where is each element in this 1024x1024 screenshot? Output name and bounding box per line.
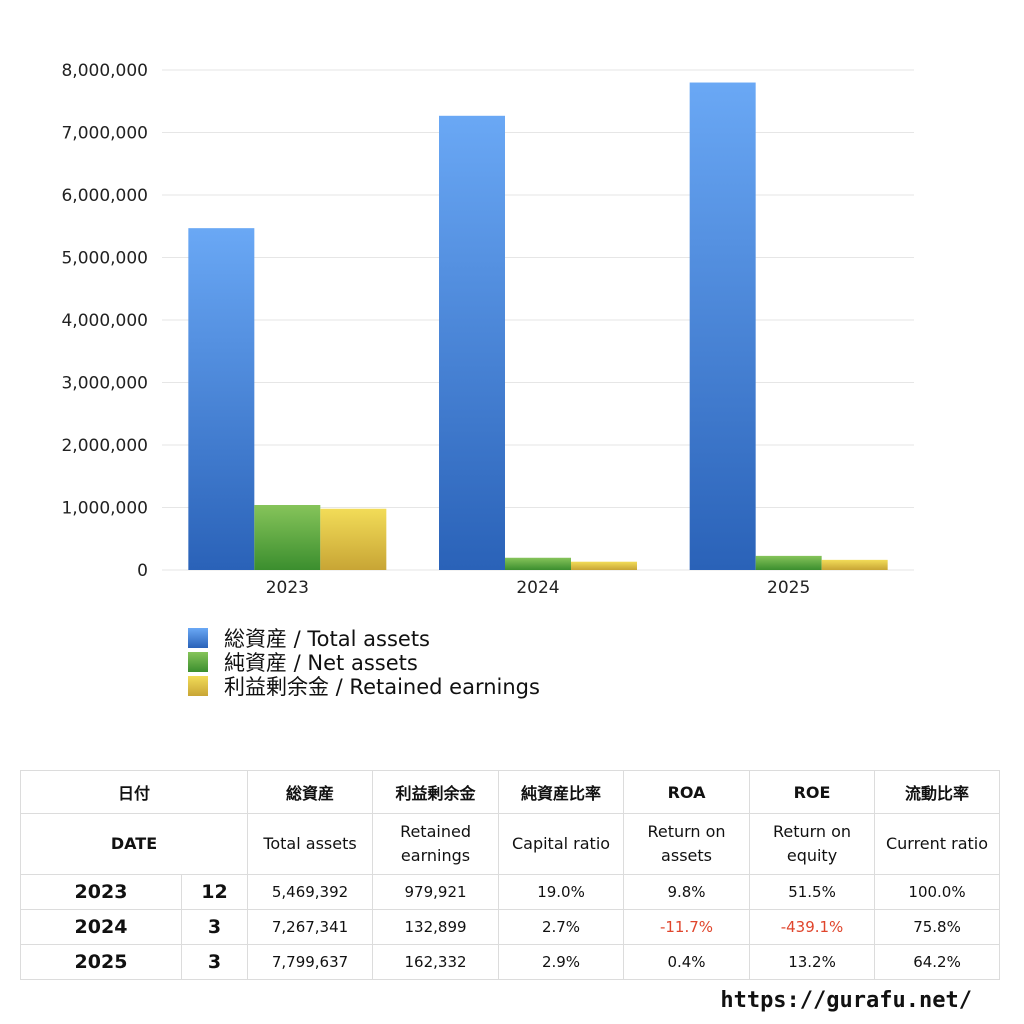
- legend-item-net-assets: 純資産 / Net assets: [188, 650, 540, 675]
- header-line: Return on: [647, 822, 726, 841]
- table-row: 2025 3 7,799,637 162,332 2.9% 0.4% 13.2%…: [20, 944, 1001, 980]
- cell-capital-ratio: 2.7%: [498, 909, 625, 945]
- bar-total-assets: [188, 228, 255, 570]
- cell-retained: 132,899: [372, 909, 500, 945]
- header-date-en: DATE: [19, 813, 249, 875]
- header-current-ratio-en: Current ratio: [874, 813, 1001, 875]
- cell-total-assets: 7,267,341: [247, 909, 374, 945]
- header-total-assets-jp: 総資産: [247, 770, 374, 814]
- header-line: assets: [661, 846, 712, 865]
- y-tick-label: 6,000,000: [61, 186, 148, 206]
- header-retained-jp: 利益剰余金: [372, 770, 500, 814]
- header-line: earnings: [400, 846, 471, 865]
- bar-net-assets: [755, 555, 822, 570]
- financial-table: 日付 総資産 利益剰余金 純資産比率 ROA ROE 流動比率 DATE Tot…: [19, 770, 1001, 980]
- cell-roa: 9.8%: [623, 874, 751, 910]
- header-roe: ROE: [749, 770, 876, 814]
- y-tick-label: 1,000,000: [61, 499, 148, 519]
- header-row-english: DATE Total assets Retained earnings Capit…: [19, 813, 1001, 875]
- header-roa: ROA: [623, 770, 751, 814]
- header-line: Return on: [772, 822, 852, 841]
- header-row-japanese: 日付 総資産 利益剰余金 純資産比率 ROA ROE 流動比率: [19, 770, 1001, 814]
- bar-net-assets: [254, 505, 321, 570]
- x-tick-label: 2023: [266, 578, 309, 598]
- cell-year: 2024: [20, 909, 182, 945]
- y-tick-label: 7,000,000: [61, 124, 148, 144]
- cell-month: 3: [180, 944, 249, 980]
- header-capital-ratio-jp: 純資産比率: [498, 770, 625, 814]
- cell-year: 2025: [20, 944, 182, 980]
- legend-label: 総資産 / Total assets: [224, 627, 430, 651]
- cell-capital-ratio: 19.0%: [498, 874, 625, 910]
- cell-roe: -439.1%: [749, 909, 876, 945]
- header-roa-en: Return on assets: [623, 813, 751, 875]
- table-row: 2023 12 5,469,392 979,921 19.0% 9.8% 51.…: [20, 874, 1001, 910]
- header-current-ratio-jp: 流動比率: [874, 770, 1001, 814]
- legend-swatch-blue: [188, 628, 208, 648]
- cell-roa: -11.7%: [623, 909, 751, 945]
- cell-current-ratio: 75.8%: [874, 909, 1001, 945]
- y-tick-label: 5,000,000: [61, 249, 148, 269]
- bar-retained-earnings: [320, 508, 387, 570]
- y-tick-label: 2,000,000: [61, 436, 148, 456]
- header-capital-ratio-en: Capital ratio: [498, 813, 625, 875]
- y-tick-label: 8,000,000: [61, 61, 148, 81]
- bar-chart: 0 1,000,000 2,000,000 3,000,000 4,000,000 5,0…: [61, 61, 914, 598]
- legend-swatch-yellow: [188, 676, 208, 696]
- cell-year: 2023: [20, 874, 182, 910]
- legend-item-total-assets: 総資産 / Total assets: [188, 626, 540, 651]
- bar-total-assets: [689, 82, 756, 570]
- cell-retained: 979,921: [372, 874, 500, 910]
- legend-item-retained-earnings: 利益剰余金 / Retained earnings: [188, 674, 540, 699]
- cell-roe: 51.5%: [749, 874, 876, 910]
- header-total-assets-en: Total assets: [247, 813, 374, 875]
- bar-retained-earnings: [571, 561, 637, 570]
- legend-label: 利益剰余金 / Retained earnings: [224, 675, 540, 699]
- cell-retained: 162,332: [372, 944, 500, 980]
- chart-legend: 総資産 / Total assets 純資産 / Net assets 利益剰余…: [188, 626, 540, 699]
- cell-roe: 13.2%: [749, 944, 876, 980]
- cell-current-ratio: 64.2%: [874, 944, 1001, 980]
- header-retained-en: Retained earnings: [372, 813, 500, 875]
- cell-capital-ratio: 2.9%: [498, 944, 625, 980]
- cell-total-assets: 7,799,637: [247, 944, 374, 980]
- x-tick-label: 2024: [516, 578, 559, 598]
- bar-net-assets: [505, 557, 571, 570]
- y-tick-label: 4,000,000: [61, 311, 148, 331]
- cell-current-ratio: 100.0%: [874, 874, 1001, 910]
- header-line: equity: [786, 846, 838, 865]
- header-roe-en: Return on equity: [749, 813, 876, 875]
- cell-roa: 0.4%: [623, 944, 751, 980]
- bar-retained-earnings: [821, 559, 888, 570]
- y-tick-label: 0: [137, 561, 148, 581]
- header-line: Retained: [400, 822, 471, 841]
- y-tick-label: 3,000,000: [61, 374, 148, 394]
- legend-label: 純資産 / Net assets: [224, 651, 418, 675]
- legend-swatch-green: [188, 652, 208, 672]
- site-url[interactable]: https://gurafu.net/: [720, 988, 972, 1013]
- table-row: 2024 3 7,267,341 132,899 2.7% -11.7% -43…: [20, 909, 1001, 945]
- cell-month: 3: [180, 909, 249, 945]
- cell-month: 12: [180, 874, 249, 910]
- cell-total-assets: 5,469,392: [247, 874, 374, 910]
- header-date-jp: 日付: [19, 770, 249, 814]
- bar-total-assets: [439, 115, 505, 570]
- x-tick-label: 2025: [767, 578, 810, 598]
